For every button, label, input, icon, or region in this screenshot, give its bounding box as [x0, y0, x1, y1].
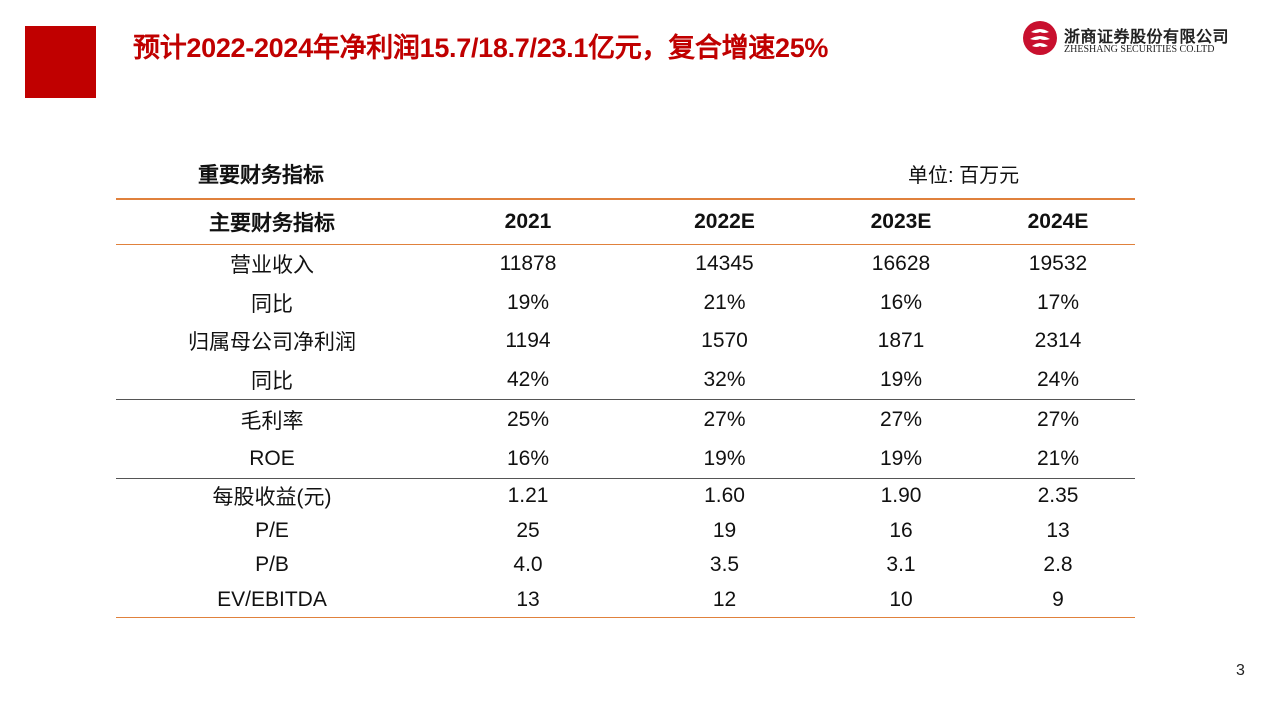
table-cell: 32%	[703, 367, 746, 391]
table-cell: 19	[712, 518, 737, 542]
company-logo: 浙商证券股份有限公司 ZHESHANG SECURITIES CO.LTD	[1022, 20, 1252, 60]
table-cell: 16%	[506, 446, 550, 470]
table-row: P/E 25 19 16 13	[116, 514, 1135, 549]
table-cell: 25%	[428, 399, 628, 439]
table-heading: 重要财务指标	[198, 164, 324, 187]
table-cell: 2.35	[981, 478, 1135, 514]
table-row: 毛利率 25% 27% 27% 27%	[116, 399, 1135, 439]
row-label: EV/EBITDA	[116, 582, 428, 618]
table-cell: 27%	[628, 399, 821, 439]
slide-title: 预计2022-2024年净利润15.7/18.7/23.1亿元，复合增速25%	[133, 33, 829, 63]
table-cell: 24%	[1036, 367, 1080, 391]
table-cell: 19%	[703, 446, 746, 470]
table-cell: 1570	[701, 329, 748, 353]
table-row: 同比 42% 32% 19% 24%	[116, 361, 1135, 400]
table-cell: 3.5	[709, 553, 740, 577]
table-cell: 1.21	[428, 478, 628, 514]
table-cell: 13	[1046, 518, 1070, 542]
table-cell: 21%	[703, 290, 746, 314]
row-label: ROE	[249, 446, 295, 470]
table-cell: 11878	[499, 252, 557, 276]
table-cell: 16%	[879, 290, 923, 314]
table-cell: 19%	[879, 446, 923, 470]
table-cell: 27%	[821, 399, 981, 439]
table-cell: 17%	[1036, 290, 1080, 314]
table-cell: 1194	[505, 329, 551, 353]
zheshang-logo-icon	[1023, 21, 1057, 55]
table-cell: 9	[981, 582, 1135, 618]
table-cell: 10	[821, 582, 981, 618]
row-label: 毛利率	[116, 399, 428, 439]
table-cell: 19%	[506, 290, 550, 314]
table-row: 营业收入 11878 14345 16628 19532	[116, 245, 1135, 284]
column-header: 2021	[428, 198, 628, 245]
row-label: P/B	[255, 553, 289, 577]
column-header: 2022E	[628, 198, 821, 245]
table-cell: 1.60	[628, 478, 821, 514]
table-cell: 25	[516, 518, 540, 542]
table-cell: 16	[889, 518, 913, 542]
table-row: 归属母公司净利润 1194 1570 1871 2314	[116, 322, 1135, 361]
financial-indicators-table: 主要财务指标 2021 2022E 2023E 2024E 营业收入 11878…	[116, 198, 1135, 618]
table-cell: 19532	[1028, 252, 1088, 276]
row-label: 每股收益(元)	[116, 478, 428, 514]
table-header-row: 主要财务指标 2021 2022E 2023E 2024E	[116, 198, 1135, 245]
accent-block	[25, 26, 96, 98]
row-label: 营业收入	[230, 254, 314, 278]
table-row: 每股收益(元) 1.21 1.60 1.90 2.35	[116, 478, 1135, 514]
table-cell: 1871	[877, 329, 925, 353]
column-header: 2023E	[821, 198, 981, 245]
page-number: 3	[1236, 662, 1245, 679]
table-row: ROE 16% 19% 19% 21%	[116, 439, 1135, 479]
table-cell: 4.0	[513, 553, 543, 577]
table-cell: 19%	[879, 367, 923, 391]
row-label: 归属母公司净利润	[188, 331, 356, 355]
table-cell: 14345	[695, 252, 754, 276]
table-row: 同比 19% 21% 16% 17%	[116, 284, 1135, 323]
table-row: P/B 4.0 3.5 3.1 2.8	[116, 548, 1135, 583]
table-cell: 27%	[981, 399, 1135, 439]
row-label: 同比	[251, 292, 293, 316]
row-label: 同比	[251, 369, 293, 393]
table-cell: 2314	[1034, 329, 1082, 353]
table-cell: 2.8	[1043, 553, 1073, 577]
table-cell: 42%	[506, 367, 550, 391]
table-cell: 16628	[871, 252, 931, 276]
row-label: P/E	[255, 518, 289, 542]
unit-label: 单位: 百万元	[908, 165, 1020, 187]
table-cell: 21%	[1036, 446, 1080, 470]
table-cell: 3.1	[886, 553, 916, 577]
table-cell: 1.90	[821, 478, 981, 514]
table-row: EV/EBITDA 13 12 10 9	[116, 582, 1135, 618]
column-header: 2024E	[981, 198, 1135, 245]
table-cell: 13	[428, 582, 628, 618]
table-cell: 12	[628, 582, 821, 618]
logo-name-en: ZHESHANG SECURITIES CO.LTD	[1064, 44, 1215, 55]
logo-name-cn: 浙商证券股份有限公司	[1064, 29, 1230, 46]
column-header: 主要财务指标	[116, 198, 428, 245]
